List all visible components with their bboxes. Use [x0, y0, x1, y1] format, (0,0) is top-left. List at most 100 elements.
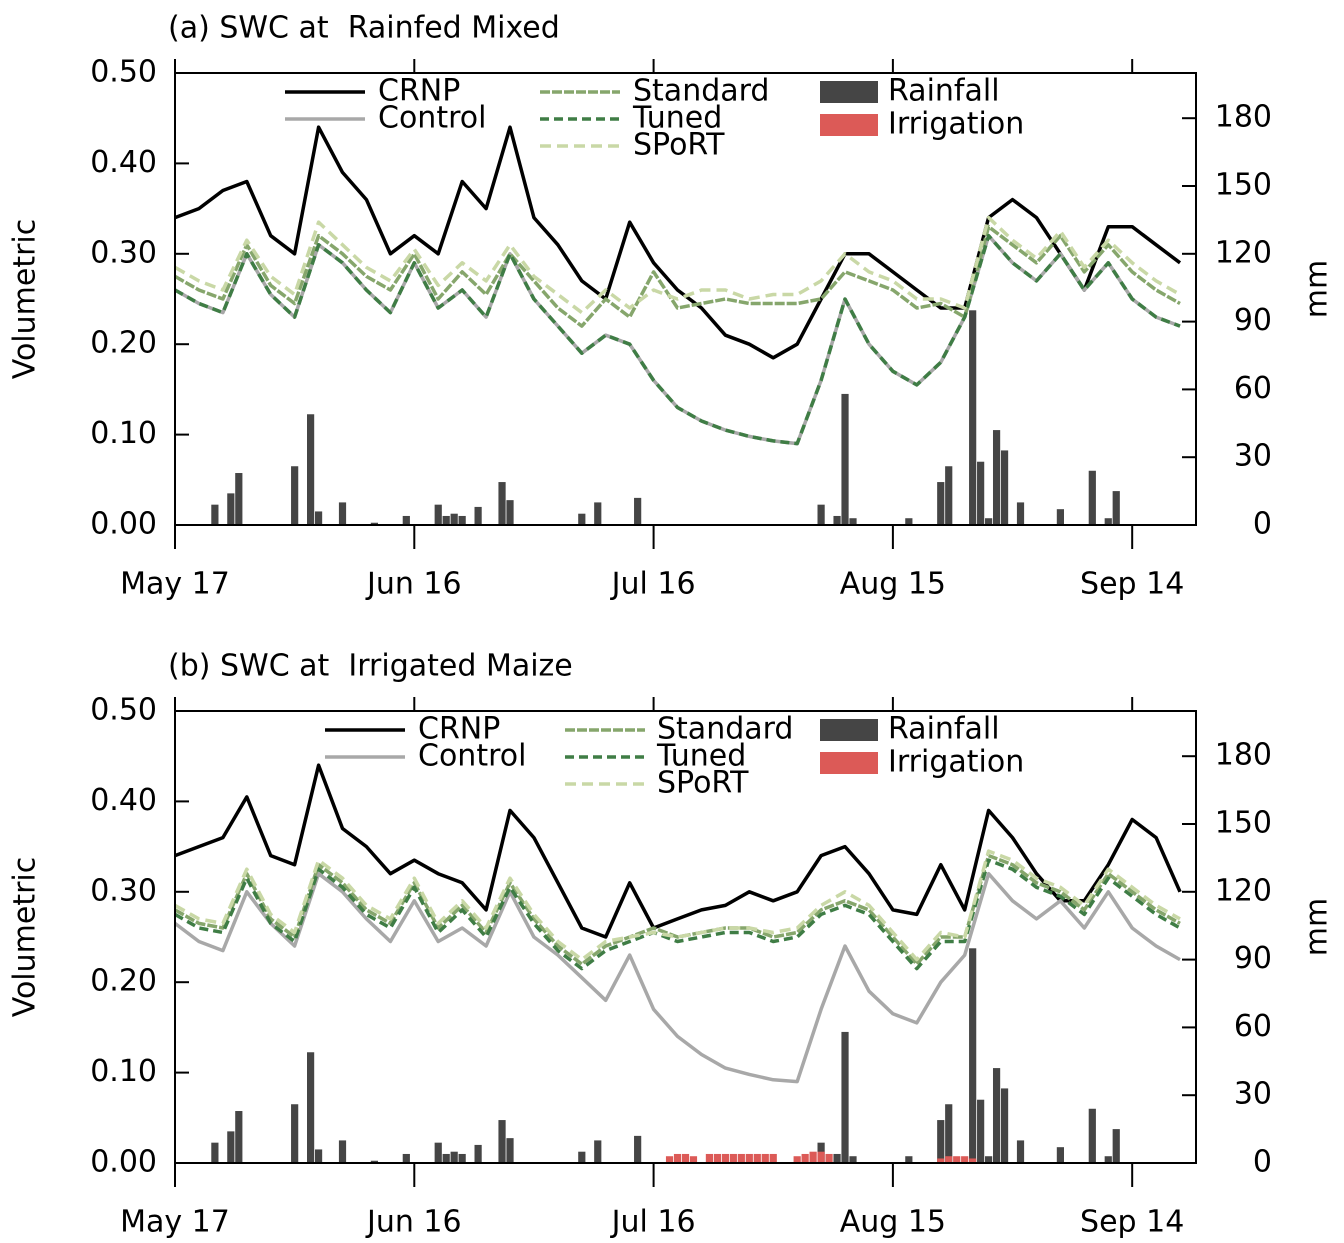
line [174, 763, 1182, 939]
bar [211, 1142, 219, 1163]
bar [442, 515, 450, 525]
bar [849, 518, 857, 525]
bar [681, 1153, 690, 1163]
bar [825, 1153, 833, 1163]
plot-frame [174, 72, 1197, 526]
bar [969, 310, 977, 525]
bar [506, 1138, 514, 1163]
bar [817, 1151, 825, 1163]
y-tick-label: 0.40 [90, 783, 157, 818]
bar [969, 948, 977, 1163]
bar [841, 1031, 849, 1163]
legend-swatch [820, 114, 878, 136]
bar [961, 1156, 969, 1163]
bar [402, 1153, 410, 1163]
line [173, 871, 1181, 1084]
line [174, 858, 1181, 971]
bar [945, 466, 953, 525]
y-tick-label: 0.10 [90, 416, 157, 451]
bar [1088, 470, 1096, 525]
bar [314, 1149, 323, 1163]
bar [945, 1156, 953, 1163]
bar [594, 502, 602, 525]
panel-title: (a) SWC at Rainfed Mixed [168, 11, 560, 46]
bar [1016, 1140, 1025, 1163]
bar [474, 506, 482, 525]
y2-tick-label: 30 [1234, 1077, 1272, 1112]
bar [1088, 1108, 1096, 1163]
bar [977, 1099, 985, 1163]
bar [729, 1153, 737, 1163]
panel: (a) SWC at Rainfed Mixed Volumetric mm 0.00… [8, 11, 1335, 602]
bar [737, 1153, 745, 1163]
bar [977, 461, 985, 525]
bar [969, 1158, 977, 1163]
y2-tick-label: 0 [1253, 1145, 1272, 1180]
legend-swatch [820, 719, 878, 741]
legend-label: Tuned [656, 739, 746, 774]
legend-swatch [820, 752, 878, 774]
bar [992, 430, 1001, 525]
line [174, 853, 1181, 966]
y2-tick-label: 90 [1234, 303, 1272, 338]
y2-axis-label: mm [1300, 898, 1335, 956]
bar [227, 493, 235, 525]
bar [713, 1153, 722, 1163]
bar [937, 1158, 945, 1163]
line [174, 224, 1181, 328]
bar [458, 515, 466, 525]
bar [665, 1156, 674, 1163]
bar [211, 504, 219, 525]
bar [673, 1153, 682, 1163]
legend-label: Irrigation [888, 745, 1024, 780]
legend-label: Tuned [632, 101, 722, 136]
bar [1112, 1129, 1120, 1163]
y2-tick-label: 150 [1215, 806, 1272, 841]
bar [761, 1153, 769, 1163]
line [174, 125, 1182, 360]
legend-label: Irrigation [888, 107, 1024, 142]
y2-tick-label: 60 [1234, 1009, 1272, 1044]
x-tick-label: Jun 16 [365, 1205, 462, 1240]
bar [937, 1120, 945, 1163]
bar [307, 1052, 315, 1163]
legend-label: SPoRT [633, 128, 725, 163]
bar [291, 466, 299, 525]
y2-tick-label: 120 [1215, 235, 1272, 270]
bar [833, 1153, 841, 1163]
y-axis-label: Volumetric [8, 219, 43, 380]
y-tick-label: 0.00 [90, 1145, 157, 1180]
bar [801, 1153, 809, 1163]
bar [1056, 509, 1064, 525]
bar [945, 1104, 953, 1163]
legend-label: CRNP [418, 712, 500, 747]
x-tick-label: May 17 [120, 567, 230, 602]
x-tick-label: Jul 16 [610, 1205, 696, 1240]
x-tick-label: Aug 15 [840, 1205, 946, 1240]
y2-axis-label: mm [1300, 260, 1335, 318]
bar [1104, 1156, 1112, 1163]
bar [434, 1142, 442, 1163]
bar [1056, 1147, 1064, 1163]
bar [402, 515, 410, 525]
line [174, 233, 1181, 446]
line [174, 849, 1181, 962]
x-tick-label: May 17 [120, 1205, 230, 1240]
bar [905, 1156, 913, 1163]
bar [235, 473, 243, 525]
legend-label: SPoRT [657, 766, 749, 801]
y2-tick-label: 180 [1215, 738, 1272, 773]
legend-label: Control [418, 739, 526, 774]
legend-label: Standard [657, 712, 793, 747]
y-tick-label: 0.30 [90, 235, 157, 270]
bar [370, 1160, 379, 1163]
bar [817, 504, 825, 525]
bar [985, 1156, 993, 1163]
bar [745, 1153, 753, 1163]
bar [849, 1156, 857, 1163]
legend-label: Rainfall [888, 74, 1000, 109]
bar [450, 513, 458, 525]
bar [689, 1156, 698, 1163]
legend-swatch [820, 81, 878, 103]
legend-label: Standard [633, 74, 769, 109]
